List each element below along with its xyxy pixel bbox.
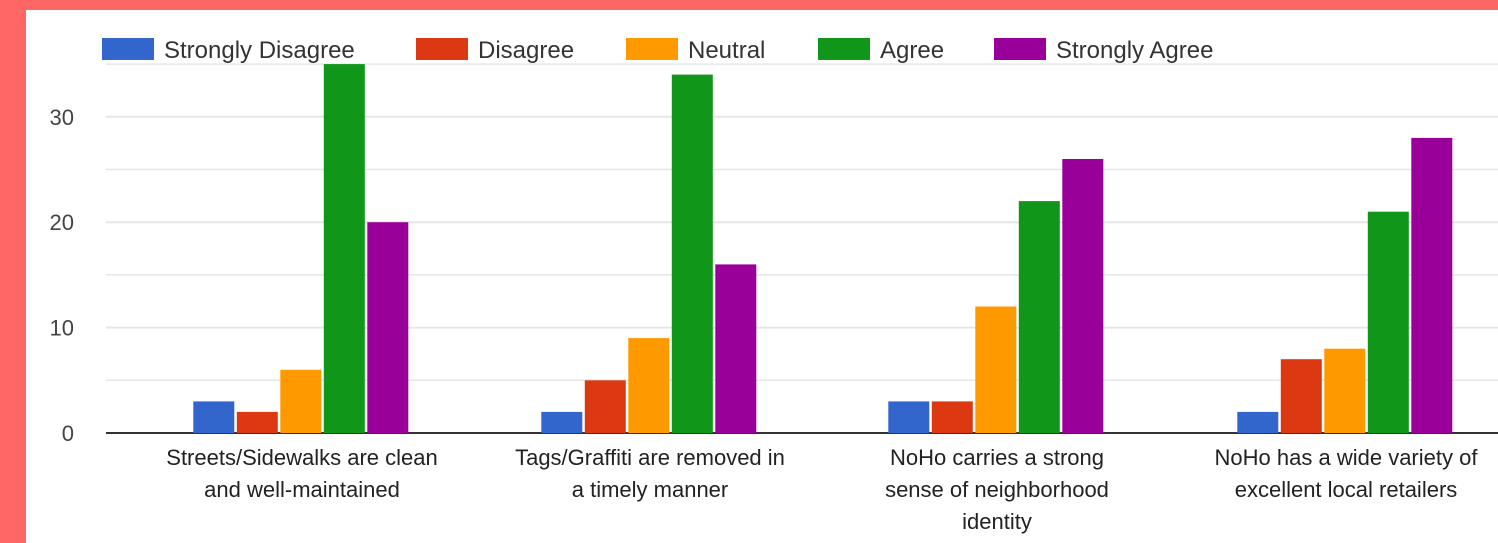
bar	[888, 401, 930, 433]
legend-swatch	[818, 38, 870, 60]
y-tick-label: 0	[62, 421, 74, 446]
bar	[584, 380, 626, 433]
legend-label: Strongly Disagree	[164, 37, 355, 64]
bar	[975, 306, 1017, 433]
chart: 0 10 20 30 Streets/Sidewalks are clean and we…	[50, 37, 1498, 534]
category-label: NoHo carries a strong	[890, 445, 1104, 470]
bar	[367, 222, 409, 433]
legend-swatch	[626, 38, 678, 60]
bar	[323, 64, 365, 433]
bar	[1280, 359, 1322, 433]
bar	[1324, 348, 1366, 433]
category-label: and well-maintained	[204, 477, 400, 502]
bar	[1237, 411, 1279, 433]
legend-label: Strongly Agree	[1056, 37, 1213, 64]
chart-frame: 0 10 20 30 Streets/Sidewalks are clean and we…	[26, 10, 1498, 543]
bar	[715, 264, 757, 433]
category-label: sense of neighborhood	[885, 477, 1109, 502]
category-label: identity	[962, 509, 1032, 534]
legend-swatch	[102, 38, 154, 60]
category-label: Streets/Sidewalks are clean	[166, 445, 437, 470]
bar	[1411, 137, 1453, 433]
y-tick-label: 30	[50, 105, 74, 130]
category-label: a timely manner	[572, 477, 729, 502]
category-label: NoHo has a wide variety of	[1215, 445, 1479, 470]
category-label: Tags/Graffiti are removed in	[515, 445, 785, 470]
bar	[1018, 201, 1060, 433]
bar	[193, 401, 235, 433]
bar	[628, 338, 670, 433]
bar	[931, 401, 973, 433]
legend-swatch	[994, 38, 1046, 60]
bar	[280, 369, 322, 433]
bar	[1062, 159, 1104, 433]
y-tick-label: 10	[50, 316, 74, 341]
legend-label: Agree	[880, 37, 944, 64]
legend-label: Disagree	[478, 37, 574, 64]
bar	[671, 74, 713, 433]
bar	[1367, 211, 1409, 433]
bar	[541, 411, 583, 433]
category-label: excellent local retailers	[1235, 477, 1458, 502]
legend-swatch	[416, 38, 468, 60]
legend-label: Neutral	[688, 37, 765, 64]
bar	[236, 411, 278, 433]
y-tick-label: 20	[50, 210, 74, 235]
